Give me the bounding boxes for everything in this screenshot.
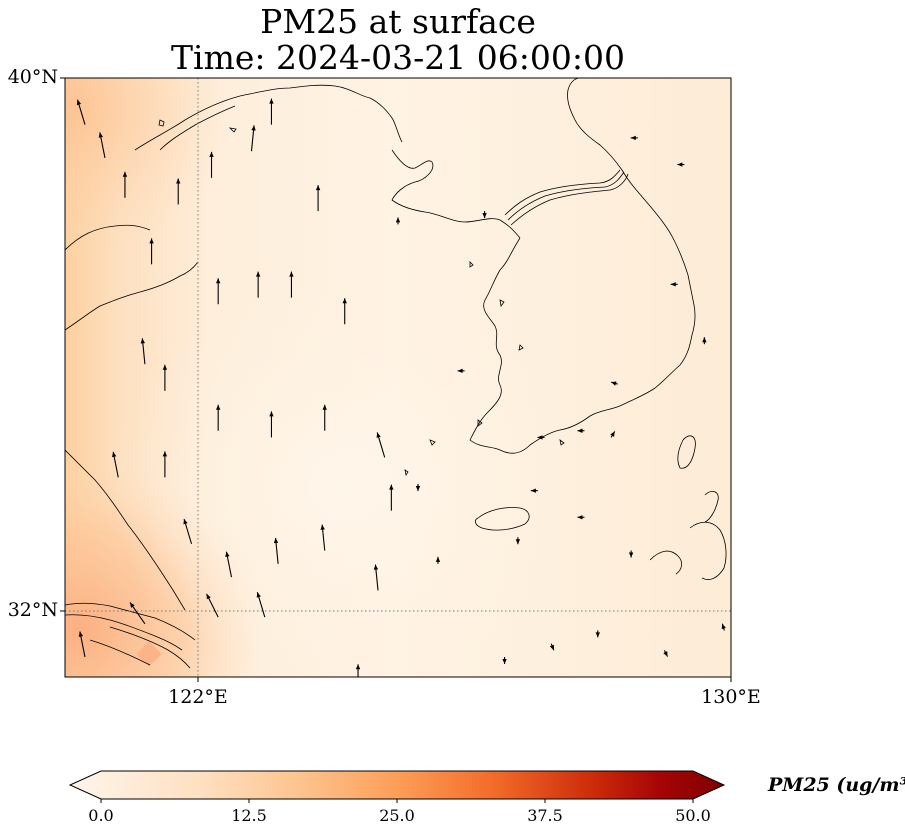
coastlines xyxy=(65,78,727,669)
map-time: Time: 2024-03-21 06:00:00 xyxy=(171,38,625,77)
wind-arrow xyxy=(677,162,685,167)
wind-arrow xyxy=(721,623,726,631)
colorbar-tick-0: 0.0 xyxy=(88,806,114,825)
wind-arrow xyxy=(537,435,545,440)
map-title: PM25 at surface xyxy=(260,2,536,41)
colorbar-tick-2: 25.0 xyxy=(379,806,415,825)
wind-arrow xyxy=(502,657,507,665)
colorbar-tick-1: 12.5 xyxy=(231,806,267,825)
wind-arrow xyxy=(482,211,487,219)
wind-arrow xyxy=(289,271,294,298)
wind-arrow xyxy=(78,631,86,658)
wind-arrow xyxy=(515,537,521,545)
lon-label-130e: 130°E xyxy=(701,686,761,708)
wind-arrow xyxy=(255,271,261,298)
wind-arrow xyxy=(183,518,193,545)
map-frame xyxy=(64,77,732,678)
wind-arrow xyxy=(373,564,379,591)
wind-arrow xyxy=(122,171,128,198)
colorbar-tick-3: 37.5 xyxy=(527,806,563,825)
wind-arrow xyxy=(273,537,279,564)
wind-arrow xyxy=(269,411,274,438)
wind-arrow xyxy=(209,151,214,178)
lat-label-40n: 40°N xyxy=(7,66,58,88)
wind-arrow xyxy=(549,643,555,651)
wind-arrow xyxy=(610,431,616,438)
coast-liaodong xyxy=(134,84,403,151)
wind-arrow xyxy=(98,132,106,158)
wind-arrow xyxy=(162,364,168,391)
wind-arrow xyxy=(112,451,119,478)
wind-arrow xyxy=(250,125,256,152)
wind-arrow xyxy=(256,592,266,618)
wind-arrow xyxy=(457,368,465,374)
colorbar-bar xyxy=(68,770,726,800)
wind-arrows xyxy=(76,98,726,677)
wind-arrow xyxy=(530,488,538,493)
wind-arrow xyxy=(129,602,146,625)
wind-arrow xyxy=(149,238,154,265)
wind-arrow xyxy=(215,404,221,431)
wind-arrow xyxy=(206,593,219,618)
wind-arrow xyxy=(315,185,321,212)
lat-label-32n: 32°N xyxy=(7,599,58,621)
small-islands xyxy=(158,119,565,477)
wind-arrow xyxy=(355,664,361,677)
wind-arrow xyxy=(395,217,401,225)
wind-arrow xyxy=(610,381,618,386)
lon-label-122e: 122°E xyxy=(168,686,228,708)
wind-arrow xyxy=(577,428,585,433)
colorbar xyxy=(68,770,726,803)
wind-arrow xyxy=(320,524,326,551)
wind-arrow xyxy=(162,451,168,478)
wind-arrow xyxy=(140,338,146,365)
wind-arrow xyxy=(176,178,181,205)
axis-ticks xyxy=(60,77,732,682)
wind-arrow xyxy=(225,551,233,578)
wind-arrow xyxy=(215,278,221,305)
wind-arrow xyxy=(322,404,327,431)
wind-arrow xyxy=(577,515,585,520)
wind-arrow xyxy=(389,484,394,511)
gridlines xyxy=(65,78,731,677)
wind-arrow xyxy=(702,337,707,345)
colorbar-label: PM25 (ug/m³) xyxy=(768,774,905,796)
wind-arrow xyxy=(630,135,638,141)
wind-arrow xyxy=(269,98,274,125)
wind-arrow xyxy=(663,650,669,657)
wind-arrow xyxy=(595,630,600,638)
wind-arrow xyxy=(376,432,386,458)
wind-arrow xyxy=(670,282,678,287)
wind-arrow xyxy=(342,298,347,325)
jeju-island xyxy=(474,507,530,531)
wind-arrow xyxy=(76,99,86,125)
wind-arrow xyxy=(628,550,634,558)
wind-arrow xyxy=(435,556,441,564)
wind-arrow xyxy=(415,483,421,491)
colorbar-tick-4: 50.0 xyxy=(675,806,711,825)
